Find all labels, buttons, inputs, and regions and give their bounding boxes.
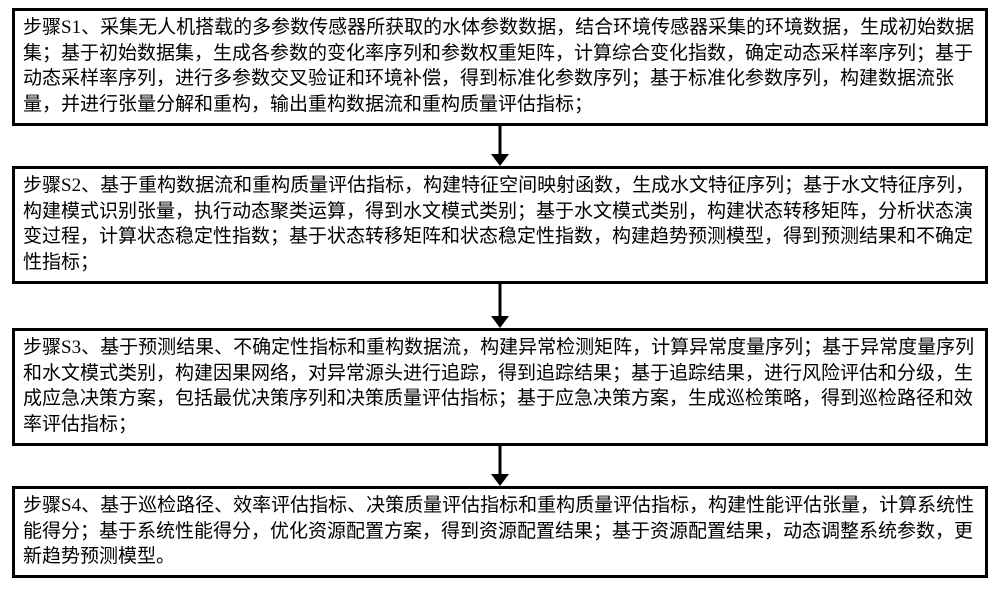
step-s4-text: 步骤S4、基于巡检路径、效率评估指标、决策质量评估指标和重构质量评估指标，构建性… xyxy=(23,495,974,567)
step-s3-box: 步骤S3、基于预测结果、不确定性指标和重构数据流，构建异常检测矩阵，计算异常度量… xyxy=(12,328,988,446)
step-s4-box: 步骤S4、基于巡检路径、效率评估指标、决策质量评估指标和重构质量评估指标，构建性… xyxy=(12,486,988,578)
arrow-s1-s2 xyxy=(485,126,515,166)
step-s3-text: 步骤S3、基于预测结果、不确定性指标和重构数据流，构建异常检测矩阵，计算异常度量… xyxy=(23,337,974,435)
arrow-s2-s3 xyxy=(485,284,515,328)
arrow-s3-s4 xyxy=(485,446,515,486)
step-s2-text: 步骤S2、基于重构数据流和重构质量评估指标，构建特征空间映射函数，生成水文特征序… xyxy=(23,175,974,273)
step-s2-box: 步骤S2、基于重构数据流和重构质量评估指标，构建特征空间映射函数，生成水文特征序… xyxy=(12,166,988,284)
step-s1-box: 步骤S1、采集无人机搭载的多参数传感器所获取的水体参数数据，结合环境传感器采集的… xyxy=(12,8,988,126)
flowchart-container: 步骤S1、采集无人机搭载的多参数传感器所获取的水体参数数据，结合环境传感器采集的… xyxy=(0,0,1000,602)
step-s1-text: 步骤S1、采集无人机搭载的多参数传感器所获取的水体参数数据，结合环境传感器采集的… xyxy=(23,17,974,115)
